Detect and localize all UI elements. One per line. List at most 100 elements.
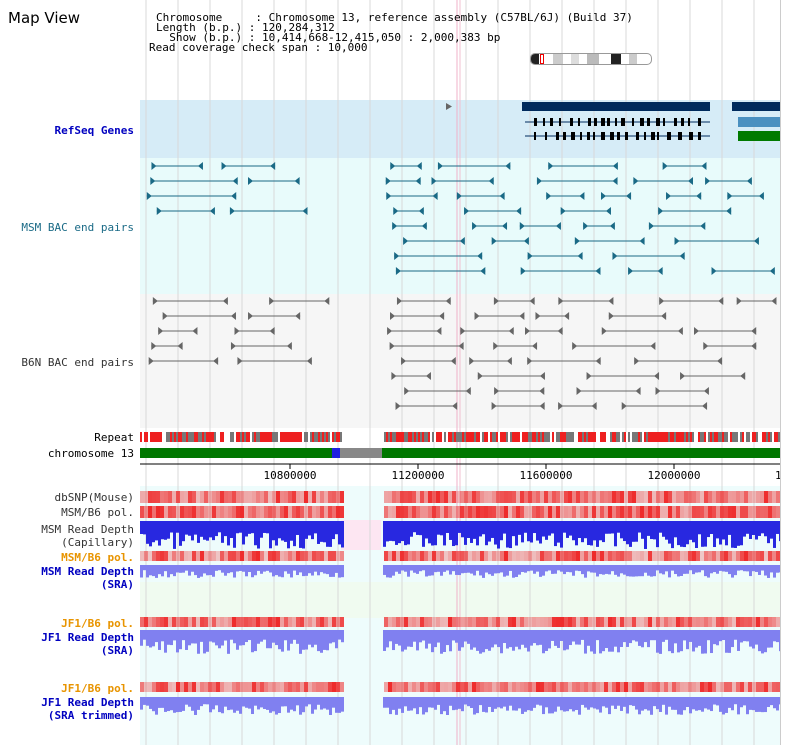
read-depth-bar — [749, 630, 752, 647]
read-depth-bar — [641, 697, 644, 711]
read-depth-bar — [653, 630, 656, 641]
polymorphism-mark — [156, 491, 160, 503]
polymorphism-mark — [648, 551, 652, 561]
read-depth-bar — [527, 697, 530, 711]
bac-end-arrow — [703, 387, 709, 395]
polymorphism-mark — [520, 491, 524, 503]
repeat-mark — [770, 432, 772, 442]
bac-end-arrow — [469, 357, 475, 365]
read-depth-bar — [257, 697, 260, 710]
polymorphism-mark — [224, 506, 228, 518]
chromosome-ideogram[interactable] — [530, 53, 652, 65]
bac-end-arrow — [232, 177, 238, 185]
polymorphism-mark — [496, 491, 500, 503]
read-depth-bar — [152, 565, 155, 577]
repeat-mark — [524, 432, 526, 442]
polymorphism-mark — [152, 617, 156, 627]
polymorphism-mark — [680, 682, 684, 692]
repeat-mark — [316, 432, 318, 442]
refseq-exon — [640, 118, 644, 126]
repeat-mark — [592, 432, 594, 442]
polymorphism-mark — [552, 506, 556, 518]
bac-end-arrow — [431, 177, 437, 185]
read-depth-bar — [656, 697, 659, 710]
polymorphism-mark — [720, 491, 724, 503]
length-info: Length (b.p.) : 120,284,312 — [156, 21, 335, 34]
bac-end-arrow — [152, 297, 158, 305]
read-depth-bar — [404, 521, 407, 546]
read-depth-bar — [593, 565, 596, 573]
polymorphism-mark — [140, 617, 144, 627]
polymorphism-mark — [576, 617, 580, 627]
polymorphism-mark — [448, 491, 452, 503]
read-depth-bar — [566, 630, 569, 650]
track-label-msm-b6-pol-2: MSM/B6 pol. — [61, 551, 134, 564]
refseq-exon — [621, 118, 625, 126]
repeat-mark — [148, 432, 150, 442]
polymorphism-mark — [328, 491, 332, 503]
repeat-mark — [318, 432, 320, 442]
read-depth-bar — [248, 565, 251, 573]
read-depth-bar — [311, 565, 314, 576]
bac-end-arrow — [662, 162, 668, 170]
read-depth-bar — [734, 521, 737, 548]
track-label-refseq-genes[interactable]: RefSeq Genes — [54, 124, 134, 137]
repeat-mark — [390, 432, 392, 442]
read-depth-bar — [599, 630, 602, 654]
repeat-mark — [198, 432, 200, 442]
read-depth-bar — [182, 565, 185, 573]
read-depth-bar — [146, 565, 149, 578]
polymorphism-mark — [492, 682, 496, 692]
read-depth-bar — [641, 565, 644, 577]
polymorphism-mark — [560, 491, 564, 503]
read-depth-bar — [476, 565, 479, 571]
polymorphism-mark — [220, 491, 224, 503]
track-label-msm-bac[interactable]: MSM BAC end pairs — [21, 221, 134, 234]
repeat-mark — [574, 432, 576, 442]
polymorphism-mark — [424, 491, 428, 503]
polymorphism-mark — [292, 617, 296, 627]
polymorphism-mark — [264, 491, 268, 503]
read-depth-bar — [221, 630, 224, 646]
read-depth-bar — [644, 565, 647, 573]
refseq-exon — [587, 132, 590, 140]
repeat-mark — [218, 432, 220, 442]
read-depth-bar — [419, 697, 422, 708]
read-depth-bar — [743, 521, 746, 537]
read-depth-bar — [317, 630, 320, 652]
read-depth-bar — [383, 697, 386, 708]
read-depth-bar — [464, 565, 467, 573]
polymorphism-mark — [636, 682, 640, 692]
polymorphism-mark — [480, 682, 484, 692]
polymorphism-mark — [652, 551, 656, 561]
read-depth-bar — [236, 565, 239, 572]
repeat-mark — [604, 432, 606, 442]
polymorphism-mark — [628, 491, 632, 503]
polymorphism-mark — [420, 551, 424, 561]
read-depth-bar — [758, 630, 761, 652]
bac-end-arrow — [477, 372, 483, 380]
polymorphism-mark — [644, 551, 648, 561]
polymorphism-mark — [540, 682, 544, 692]
track-label-b6n-bac[interactable]: B6N BAC end pairs — [21, 356, 134, 369]
read-depth-bar — [236, 521, 239, 534]
read-depth-bar — [299, 565, 302, 573]
read-depth-bar — [260, 565, 263, 574]
bac-end-arrow — [421, 222, 427, 230]
read-depth-bar — [521, 697, 524, 714]
read-depth-bar — [548, 697, 551, 714]
repeat-mark — [650, 432, 652, 442]
read-depth-bar — [146, 521, 149, 544]
bac-end-arrow — [302, 207, 308, 215]
polymorphism-mark — [440, 551, 444, 561]
polymorphism-mark — [640, 491, 644, 503]
repeat-mark — [298, 432, 300, 442]
read-depth-bar — [446, 630, 449, 646]
bac-end-arrow — [639, 237, 645, 245]
polymorphism-mark — [496, 551, 500, 561]
bac-end-arrow — [693, 327, 699, 335]
read-depth-bar — [497, 630, 500, 648]
polymorphism-mark — [160, 682, 164, 692]
polymorphism-mark — [676, 551, 680, 561]
